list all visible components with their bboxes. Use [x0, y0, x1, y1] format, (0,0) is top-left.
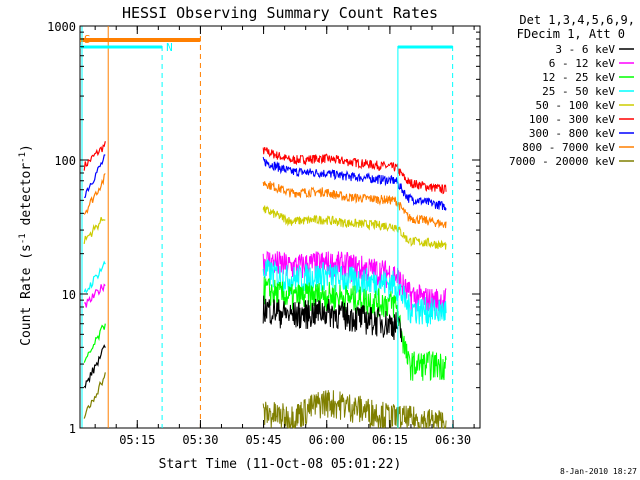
x-tick-label-3: 06:00: [309, 433, 345, 447]
legend-header-2: FDecim 1, Att 0: [517, 27, 625, 41]
series-7-main: [262, 276, 447, 382]
y-axis-label-sup1: -1: [18, 233, 28, 244]
timestamp: 8-Jan-2010 18:27: [560, 467, 637, 476]
plot-frame: [79, 25, 481, 429]
series-9: [83, 372, 447, 430]
night-label: N: [166, 41, 173, 54]
y-tick-label-1: 10: [62, 288, 76, 302]
legend-entry-7: 300 - 800 keV: [529, 127, 634, 140]
series-9-early: [83, 372, 106, 419]
x-tick-label-5: 06:30: [435, 433, 471, 447]
legend-entry-6: 100 - 300 keV: [529, 113, 634, 126]
x-axis-label: Start Time (11-Oct-08 05:01:22): [159, 457, 402, 472]
legend-label-9: 7000 - 20000 keV: [509, 155, 615, 168]
legend-label-3: 12 - 25 keV: [542, 71, 615, 84]
series-1-early: [83, 141, 106, 171]
y-axis-label-end: ): [19, 144, 34, 152]
legend-label-7: 300 - 800 keV: [529, 127, 615, 140]
x-tick-label-4: 06:15: [372, 433, 408, 447]
guide-layer: SN: [80, 26, 454, 428]
series-3-early: [83, 173, 106, 215]
legend-label-6: 100 - 300 keV: [529, 113, 615, 126]
legend-label-2: 6 - 12 keV: [549, 57, 616, 70]
legend-entry-9: 7000 - 20000 keV: [509, 155, 634, 168]
plot-area: [79, 25, 481, 429]
legend-entry-8: 800 - 7000 keV: [522, 141, 634, 154]
y-axis-label: Count Rate (s-1 detector-1): [18, 144, 34, 346]
series-5-early: [84, 283, 106, 308]
series-8: [83, 295, 403, 389]
legend: Det 1,3,4,5,6,9, FDecim 1, Att 0 3 - 6 k…: [509, 13, 635, 168]
legend-entry-1: 3 - 6 keV: [555, 43, 634, 56]
series-7-early: [83, 323, 106, 363]
series-8-early: [83, 344, 106, 389]
legend-entry-2: 6 - 12 keV: [549, 57, 634, 70]
series-1-main: [262, 146, 447, 195]
series-2: [84, 154, 447, 211]
legend-entry-5: 50 - 100 keV: [536, 99, 634, 112]
chart-title: HESSI Observing Summary Count Rates: [122, 4, 438, 22]
y-axis-label-mid: detector: [19, 163, 34, 234]
y-tick-label-3: 1000: [47, 20, 76, 34]
series-3-main: [262, 181, 447, 229]
series-9-main: [262, 390, 447, 430]
x-tick-label-1: 05:30: [182, 433, 218, 447]
x-tick-label-0: 05:15: [119, 433, 155, 447]
y-axis-label-sup2: -1: [18, 152, 28, 163]
saa-label: S: [84, 33, 91, 46]
series-2-early: [84, 154, 106, 199]
legend-header-1: Det 1,3,4,5,6,9,: [519, 13, 635, 27]
x-tick-label-2: 05:45: [246, 433, 282, 447]
series-8-main: [262, 295, 403, 343]
legend-label-8: 800 - 7000 keV: [522, 141, 615, 154]
series-4: [83, 205, 447, 250]
series-1: [83, 141, 447, 195]
series-7: [83, 276, 447, 382]
series-4-early: [83, 217, 106, 244]
y-tick-label-0: 1: [69, 422, 76, 436]
legend-entry-3: 12 - 25 keV: [542, 71, 634, 84]
legend-label-5: 50 - 100 keV: [536, 99, 616, 112]
axis-layer: 05:15 05:30 05:45 06:00 06:15 06:30 1 10 100 1000: [47, 20, 480, 447]
y-axis-label-main: Count Rate (s: [19, 244, 34, 346]
series-6-early: [83, 260, 106, 294]
series-4-main: [262, 205, 447, 250]
series-3: [83, 173, 447, 229]
legend-label-4: 25 - 50 keV: [542, 85, 615, 98]
series-2-main: [262, 156, 447, 211]
legend-entry-4: 25 - 50 keV: [542, 85, 634, 98]
legend-label-1: 3 - 6 keV: [555, 43, 615, 56]
y-tick-label-2: 100: [54, 154, 76, 168]
data-layer: [83, 141, 447, 430]
